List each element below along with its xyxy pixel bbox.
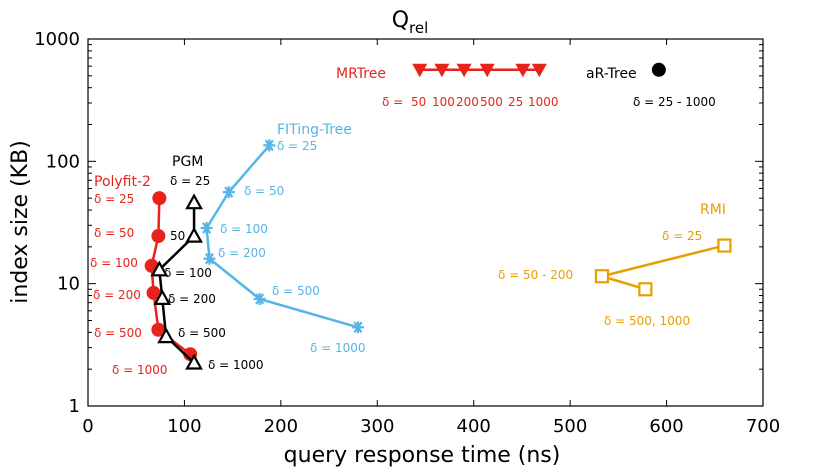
y-tick-label: 10	[57, 274, 80, 295]
x-tick-label: 700	[746, 416, 780, 437]
point-label: 1000	[528, 95, 559, 109]
point-label: δ = 500	[178, 326, 226, 340]
series-pgm	[150, 193, 203, 370]
point-label: 500	[480, 95, 503, 109]
point-fiting-tree	[200, 222, 213, 235]
point-label: 50	[170, 229, 185, 243]
point-label: δ = 25	[170, 174, 210, 188]
point-mrtree	[479, 63, 495, 78]
x-tick-label: 600	[649, 416, 683, 437]
point-pgm	[185, 193, 203, 210]
point-label: δ = 100	[90, 256, 138, 270]
point-label: δ = 100	[220, 222, 268, 236]
point-label: δ = 200	[93, 288, 141, 302]
point-label: 50	[411, 95, 426, 109]
point-polyfit-2	[151, 229, 166, 244]
point-label: δ = 25	[277, 139, 317, 153]
point-ar-tree	[651, 62, 666, 77]
point-labels: Polyfit-2 PGM FITing-Tree RMI MRTree aR-Tree δ…	[90, 66, 726, 377]
point-fiting-tree	[203, 252, 216, 265]
series-name-label: RMI	[700, 202, 726, 218]
series-name-label: MRTree	[336, 66, 386, 82]
point-rmi	[638, 282, 653, 297]
point-rmi	[717, 238, 732, 253]
x-tick-label: 500	[553, 416, 587, 437]
x-tick-label: 100	[167, 416, 201, 437]
x-tick-label: 400	[457, 416, 491, 437]
series-rmi	[594, 238, 732, 297]
x-axis-label: query response time (ns)	[284, 443, 561, 468]
point-rmi	[594, 269, 610, 284]
y-tick-label: 1	[69, 396, 80, 417]
chart-title-main: Q	[392, 8, 409, 33]
point-label: δ = 100	[164, 266, 212, 280]
point-fiting-tree	[263, 139, 276, 152]
point-label: δ =	[382, 95, 403, 109]
point-label: δ = 500	[272, 284, 320, 298]
point-polyfit-2	[152, 191, 167, 206]
y-tick-label: 100	[46, 151, 80, 172]
point-fiting-tree	[253, 292, 266, 305]
x-tick-label: 300	[360, 416, 394, 437]
point-pgm	[185, 226, 203, 243]
series-ar-tree	[651, 62, 666, 77]
point-mrtree	[515, 63, 531, 78]
series-line-fiting-tree	[205, 144, 359, 329]
point-mrtree	[531, 63, 547, 78]
series-name-label: FITing-Tree	[277, 122, 352, 138]
point-label: 200	[456, 95, 479, 109]
point-label: 100	[432, 95, 455, 109]
plot-area	[87, 38, 764, 407]
point-polyfit-2	[146, 285, 161, 300]
series-layer	[144, 62, 732, 370]
series-polyfit-2	[144, 191, 198, 362]
point-label: δ = 500, 1000	[604, 314, 690, 328]
point-pgm	[153, 288, 172, 305]
point-label: 25	[508, 95, 523, 109]
point-fiting-tree	[352, 321, 364, 334]
chart-title: Qrel	[392, 8, 429, 37]
point-label: δ = 1000	[112, 363, 168, 377]
point-label: δ = 50 - 200	[498, 268, 573, 282]
series-fiting-tree	[200, 139, 364, 334]
series-line-rmi	[597, 244, 725, 291]
point-label: δ = 1000	[208, 358, 264, 372]
point-label: δ = 25	[662, 229, 702, 243]
point-mrtree	[434, 63, 450, 78]
point-label: δ = 25	[94, 192, 134, 206]
point-label: δ = 25 - 1000	[633, 95, 716, 109]
point-label: δ = 200	[218, 246, 266, 260]
point-mrtree	[412, 63, 428, 78]
series-name-label: Polyfit-2	[94, 174, 151, 190]
series-name-label: PGM	[172, 154, 203, 170]
point-label: δ = 50	[244, 184, 284, 198]
point-fiting-tree	[222, 186, 235, 199]
chart-title-subscript: rel	[409, 19, 428, 37]
series-name-label: aR-Tree	[586, 66, 637, 82]
point-label: δ = 1000	[310, 341, 366, 355]
point-label: δ = 200	[168, 292, 216, 306]
point-pgm	[150, 260, 169, 277]
x-tick-label: 200	[264, 416, 298, 437]
point-polyfit-2	[151, 322, 166, 337]
point-mrtree	[456, 63, 472, 78]
y-tick-label: 1000	[34, 29, 80, 50]
x-tick-label: 0	[82, 416, 93, 437]
series-mrtree	[412, 63, 547, 78]
point-label: δ = 50	[94, 226, 134, 240]
y-axis-label: index size (KB)	[8, 140, 33, 304]
point-label: δ = 500	[94, 326, 142, 340]
point-pgm	[157, 327, 175, 344]
point-pgm	[185, 353, 203, 370]
